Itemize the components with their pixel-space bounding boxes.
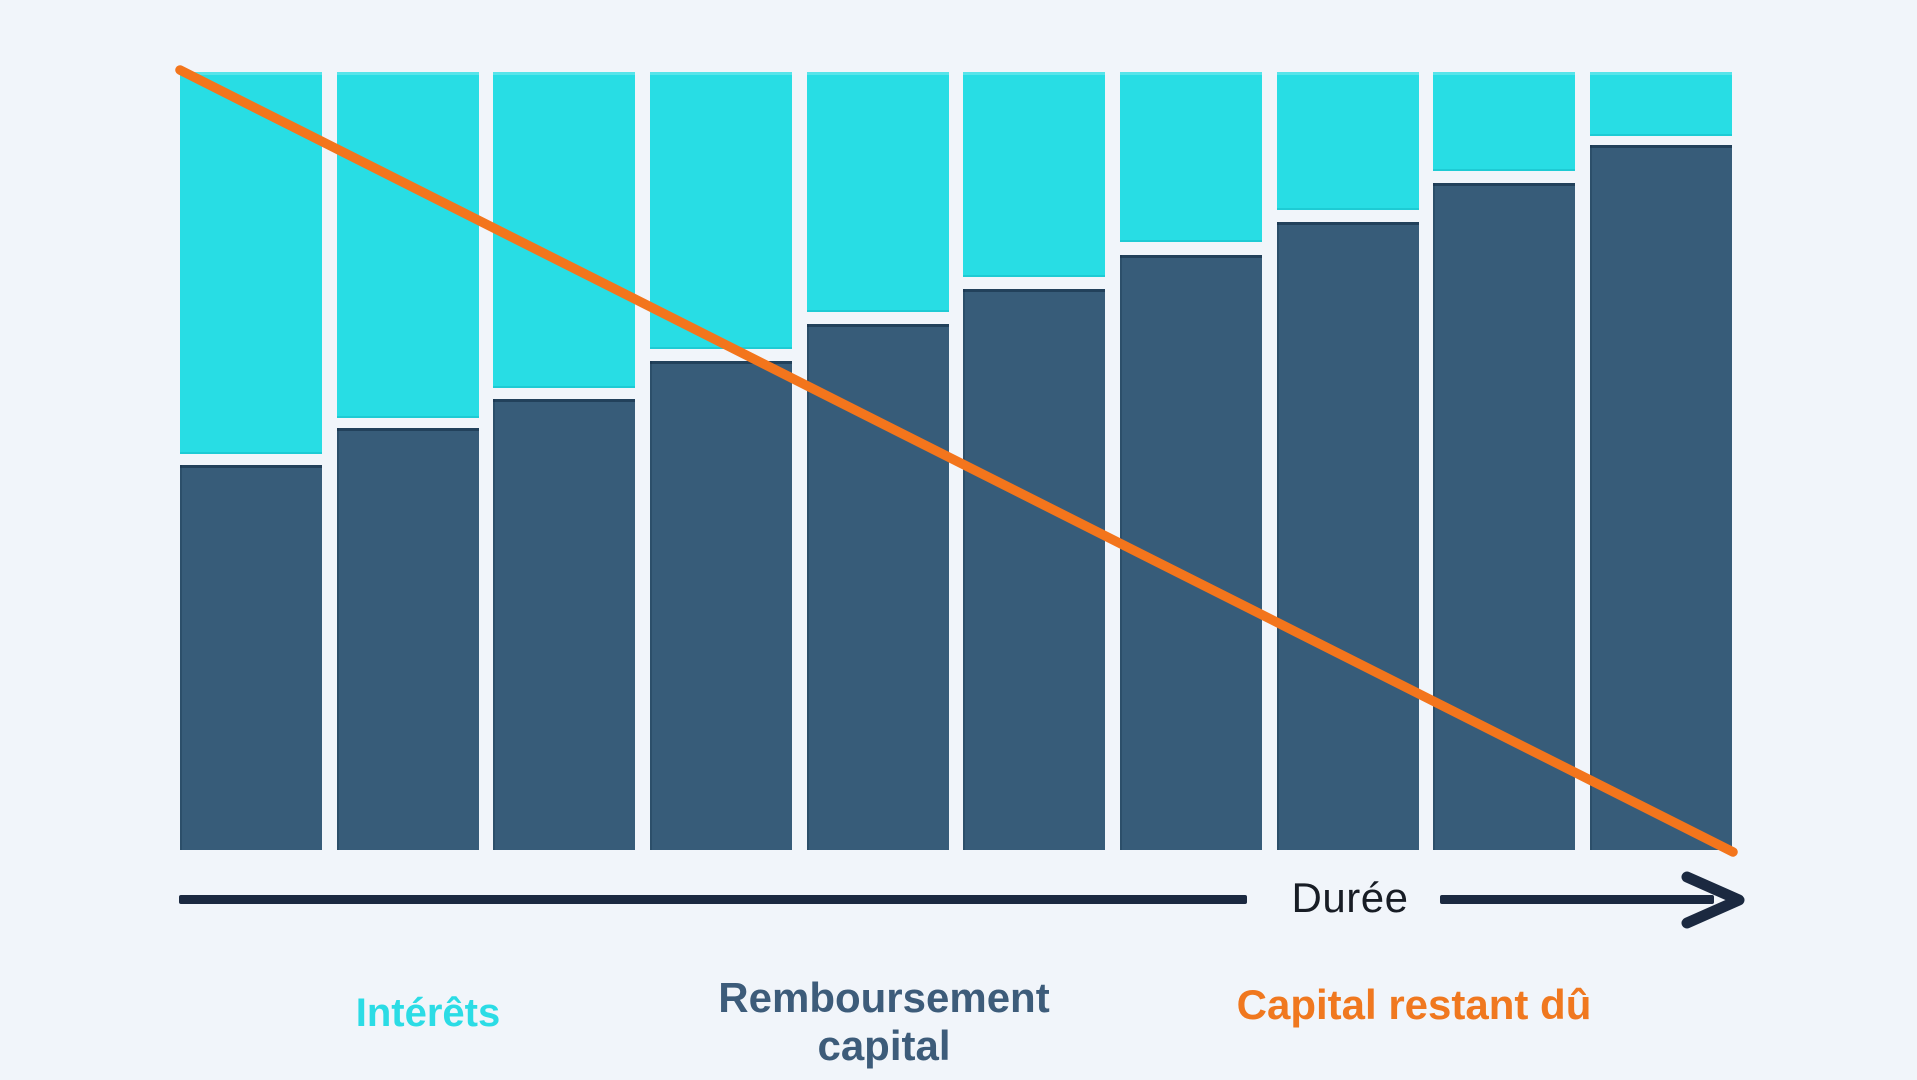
interest-segment xyxy=(649,72,792,349)
x-axis-label: Durée xyxy=(1291,874,1409,921)
bar xyxy=(336,72,479,850)
capital-segment xyxy=(336,428,479,850)
capital-segment xyxy=(1119,254,1262,850)
bar xyxy=(180,72,322,850)
bar xyxy=(1276,72,1419,850)
interest-segment xyxy=(963,72,1106,277)
capital-segment xyxy=(493,398,636,850)
interest-segment xyxy=(336,72,479,419)
bar xyxy=(1589,72,1732,850)
capital-segment xyxy=(180,464,322,850)
interest-segment xyxy=(1276,72,1419,210)
interest-segment xyxy=(1589,72,1732,136)
capital-segment xyxy=(806,324,949,850)
interest-segment xyxy=(1119,72,1262,243)
capital-segment xyxy=(1433,183,1576,850)
bar xyxy=(1119,72,1262,850)
bar xyxy=(963,72,1106,850)
x-axis-line-right xyxy=(1440,895,1714,904)
x-axis-line-left xyxy=(179,895,1247,904)
interest-segment xyxy=(806,72,949,312)
bar xyxy=(1433,72,1576,850)
legend-remaining-label: Capital restant dû xyxy=(1236,981,1592,1028)
capital-segment xyxy=(963,289,1106,850)
bar xyxy=(806,72,949,850)
capital-segment xyxy=(1276,222,1419,850)
legend-interest-label: Intérêts xyxy=(355,991,501,1035)
capital-segment xyxy=(1589,145,1732,850)
legend-capital-line2: capital xyxy=(817,1021,951,1069)
legend-capital-line1: Remboursement xyxy=(718,974,1050,1021)
bars-area xyxy=(180,72,1732,850)
interest-segment xyxy=(1433,72,1576,171)
bar xyxy=(493,72,636,850)
bar xyxy=(649,72,792,850)
interest-segment xyxy=(493,72,636,388)
capital-segment xyxy=(649,360,792,850)
legend-capital-label: Remboursement capital xyxy=(634,974,1134,1070)
interest-segment xyxy=(180,72,322,454)
